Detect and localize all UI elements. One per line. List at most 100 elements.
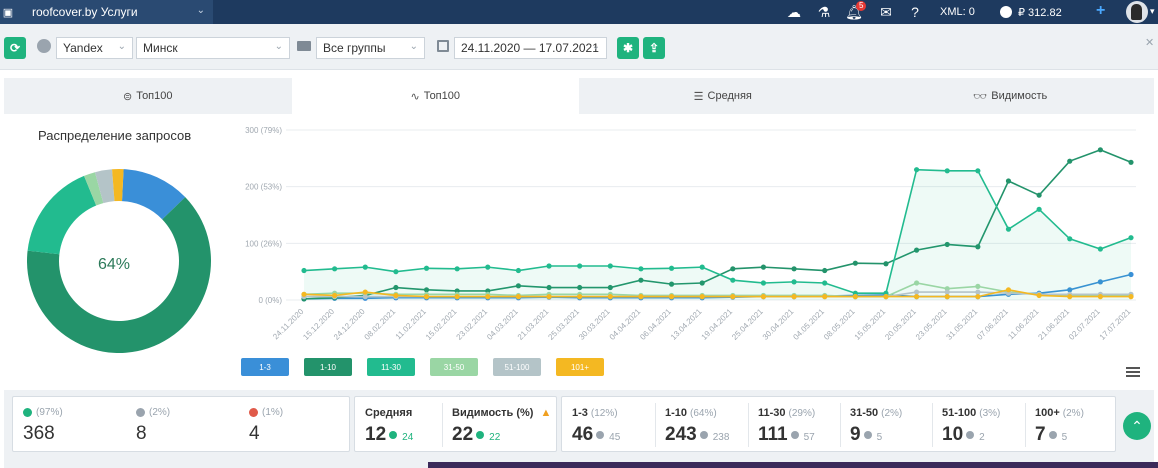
close-icon[interactable]: ✕ — [1145, 37, 1155, 49]
data-point-51-100[interactable] — [975, 289, 981, 295]
donut-slice-1-10[interactable] — [26, 197, 212, 353]
help-icon[interactable]: ? — [911, 4, 919, 20]
data-point-1-10[interactable] — [1067, 158, 1073, 164]
legend-item-1-3[interactable] — [241, 358, 289, 376]
data-point-1-3[interactable] — [1097, 279, 1103, 285]
tab-top100[interactable]: ⊜ Топ100 — [4, 78, 292, 114]
chart-menu-icon[interactable] — [1126, 367, 1140, 379]
data-point-101+[interactable] — [883, 294, 889, 300]
warning-icon[interactable]: ▲ — [540, 407, 552, 419]
data-point-101+[interactable] — [546, 294, 552, 300]
data-point-101+[interactable] — [332, 292, 338, 299]
data-point-101+[interactable] — [638, 294, 644, 300]
data-point-101+[interactable] — [822, 294, 828, 300]
data-point-101+[interactable] — [975, 294, 981, 300]
data-point-11-30[interactable] — [332, 266, 338, 272]
data-point-11-30[interactable] — [1067, 236, 1073, 242]
data-point-1-10[interactable] — [699, 280, 705, 286]
data-point-1-10[interactable] — [944, 241, 950, 248]
data-point-1-10[interactable] — [638, 277, 644, 283]
data-point-1-10[interactable] — [791, 266, 797, 272]
data-point-11-30[interactable] — [485, 264, 491, 270]
data-point-1-10[interactable] — [975, 244, 981, 250]
data-point-11-30[interactable] — [393, 269, 399, 275]
data-point-11-30[interactable] — [791, 279, 797, 285]
data-point-11-30[interactable] — [699, 264, 705, 270]
legend-item-51-100[interactable] — [493, 358, 541, 376]
data-point-11-30[interactable] — [822, 280, 828, 286]
data-point-101+[interactable] — [423, 294, 430, 300]
data-point-1-10[interactable] — [913, 247, 920, 253]
search-engine-select[interactable]: Yandex ⌄ — [56, 37, 133, 59]
data-point-1-10[interactable] — [883, 261, 889, 267]
legend-item-1-10[interactable] — [304, 358, 352, 376]
donut-slice-51-100[interactable] — [94, 169, 115, 204]
date-range-select[interactable]: 24.11.2020 — 17.07.2021 ⌄ — [454, 37, 607, 59]
balance[interactable]: ₽ 312.82 — [1000, 0, 1062, 24]
data-point-51-100[interactable] — [944, 289, 950, 295]
legend-item-101+[interactable] — [556, 358, 604, 376]
avatar[interactable] — [1126, 1, 1148, 23]
tab-top100-dynamics[interactable]: ∿ Топ100 — [291, 78, 579, 114]
data-point-1-10[interactable] — [760, 264, 767, 270]
donut-slice-100+[interactable] — [112, 169, 124, 202]
data-point-11-30[interactable] — [423, 265, 430, 271]
data-point-1-10[interactable] — [423, 287, 430, 293]
data-point-1-10[interactable] — [546, 284, 552, 291]
mail-icon[interactable]: ✉ — [880, 3, 892, 20]
data-point-101+[interactable] — [577, 294, 583, 300]
data-point-1-10[interactable] — [1128, 159, 1134, 165]
data-point-101+[interactable] — [454, 294, 460, 300]
data-point-11-30[interactable] — [1128, 235, 1134, 241]
data-point-11-30[interactable] — [668, 265, 675, 271]
data-point-1-10[interactable] — [515, 283, 522, 289]
data-point-11-30[interactable] — [454, 266, 460, 272]
data-point-1-10[interactable] — [393, 284, 399, 291]
data-point-101+[interactable] — [944, 294, 950, 300]
project-selector[interactable]: ▣ roofcover.by Услуги ⌄ — [0, 0, 213, 24]
data-point-101+[interactable] — [1097, 294, 1103, 300]
data-point-11-30[interactable] — [515, 267, 522, 274]
data-point-11-30[interactable] — [607, 263, 613, 269]
region-select[interactable]: Минск ⌄ — [136, 37, 290, 59]
data-point-51-100[interactable] — [913, 289, 920, 295]
data-point-101+[interactable] — [699, 294, 705, 300]
data-point-101+[interactable] — [1005, 287, 1012, 293]
data-point-11-30[interactable] — [1097, 246, 1103, 252]
data-point-11-30[interactable] — [546, 263, 552, 269]
data-point-101+[interactable] — [852, 294, 858, 300]
data-point-1-10[interactable] — [730, 266, 736, 272]
donut-slice-11-30[interactable] — [27, 175, 97, 255]
export-button[interactable]: ⇪ — [643, 37, 665, 59]
data-point-101+[interactable] — [791, 294, 797, 300]
chevron-down-icon[interactable]: ▾ — [1150, 6, 1155, 16]
tab-average[interactable]: ☰ Средняя — [579, 78, 867, 114]
data-point-101+[interactable] — [485, 294, 491, 300]
data-point-101+[interactable] — [607, 294, 613, 300]
data-point-101+[interactable] — [1067, 294, 1073, 300]
data-point-101+[interactable] — [730, 294, 736, 300]
data-point-11-30[interactable] — [1005, 226, 1012, 232]
data-point-11-30[interactable] — [975, 168, 981, 174]
data-point-1-3[interactable] — [1067, 287, 1073, 293]
donut-slice-1-3[interactable] — [121, 169, 186, 220]
data-point-31-50[interactable] — [975, 283, 981, 289]
data-point-1-10[interactable] — [1097, 147, 1103, 153]
data-point-1-10[interactable] — [607, 284, 613, 291]
data-point-11-30[interactable] — [760, 280, 767, 286]
data-point-101+[interactable] — [913, 294, 920, 300]
data-point-1-10[interactable] — [577, 284, 583, 291]
legend-item-11-30[interactable] — [367, 358, 415, 376]
legend-item-31-50[interactable] — [430, 358, 478, 376]
data-point-101+[interactable] — [668, 294, 675, 300]
data-point-11-30[interactable] — [944, 168, 950, 174]
add-funds-button[interactable]: + — [1096, 2, 1106, 19]
refresh-button[interactable]: ⟳ — [4, 37, 26, 59]
scroll-up-button[interactable]: ⌃ — [1123, 412, 1151, 440]
data-point-11-30[interactable] — [301, 267, 307, 274]
data-point-101+[interactable] — [1036, 292, 1042, 299]
data-point-101+[interactable] — [1128, 294, 1134, 300]
data-point-1-10[interactable] — [668, 281, 675, 287]
group-select[interactable]: Все группы ⌄ — [316, 37, 425, 59]
data-point-51-100[interactable] — [362, 294, 368, 300]
